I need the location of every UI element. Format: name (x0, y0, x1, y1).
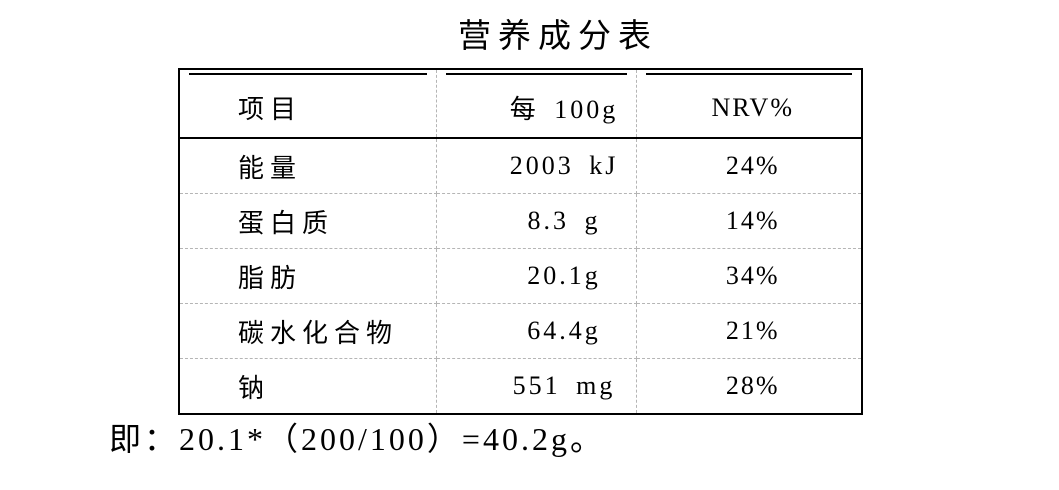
cell-item: 蛋白质 (179, 193, 437, 249)
cell-value: 2003 kJ (436, 138, 637, 194)
table-row-energy: 能量 2003 kJ 24% (179, 138, 862, 194)
cell-value: 64.4g (436, 303, 637, 359)
nutrition-table: 项目 每 100g NRV% 能量 2003 kJ 24% 蛋白质 8.3 g … (178, 68, 863, 415)
cell-nrv: 24% (636, 138, 862, 194)
table-row-carbohydrate: 碳水化合物 64.4g 21% (179, 303, 862, 359)
cell-nrv: 28% (725, 371, 780, 400)
table-header-row: 项目 每 100g NRV% (179, 69, 862, 139)
page-title: 营养成分表 (458, 19, 658, 55)
cell-value: 8.3 g (436, 193, 637, 249)
table-row-fat: 脂肪 20.1g 34% (179, 248, 862, 304)
header-cell-nrv: NRV% (636, 69, 862, 139)
cell-nrv: 34% (636, 248, 862, 304)
calculation-footnote: 即：20.1*（200/100）=40.2g。 (109, 421, 605, 457)
cell-item: 碳水化合物 (179, 303, 437, 359)
header-cell-per100g: 每 100g (436, 69, 637, 139)
cell-nrv: 21% (636, 303, 862, 359)
cell-value: 551 mg (436, 358, 637, 414)
table-row-protein: 蛋白质 8.3 g 14% (179, 193, 862, 249)
cell-item: 钠 (179, 358, 437, 414)
header-cell-item: 项目 (179, 69, 437, 139)
cell-value: 20.1g (436, 248, 637, 304)
table-row-sodium: 钠 551 mg 28% (179, 358, 862, 414)
cell-nrv: 14% (636, 193, 862, 249)
cell-item: 能量 (179, 138, 437, 194)
cell-item: 脂肪 (179, 248, 437, 304)
